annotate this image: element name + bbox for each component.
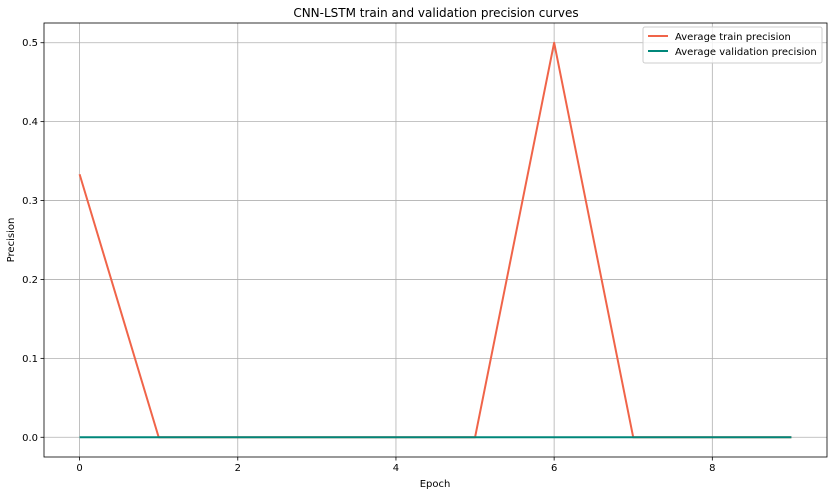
y-tick-label: 0.4 [22, 117, 38, 128]
x-tick-label: 6 [551, 463, 557, 474]
series-lines [78, 41, 792, 439]
y-tick-label: 0.0 [22, 433, 38, 444]
legend-label-train: Average train precision [675, 32, 791, 43]
y-tick-label: 0.3 [22, 196, 38, 207]
x-tick-label: 4 [393, 463, 399, 474]
x-tick-label: 2 [235, 463, 241, 474]
y-axis-label: Precision [6, 218, 17, 263]
legend-box [642, 26, 823, 64]
y-tick-label: 0.5 [22, 38, 38, 49]
plot-frame [43, 22, 828, 458]
legend-label-validation: Average validation precision [675, 47, 817, 58]
train-precision-line [78, 41, 792, 439]
y-tick-label: 0.1 [22, 354, 38, 365]
x-tick-label: 0 [76, 463, 82, 474]
grid [44, 23, 827, 457]
x-axis-label: Epoch [420, 479, 451, 490]
x-tick-label: 8 [709, 463, 715, 474]
legend: Average train precision Average validati… [642, 26, 823, 64]
axis-ticks: 0 2 4 6 8 0.0 0.1 0.2 0.3 0.4 0.5 [22, 38, 715, 474]
y-tick-label: 0.2 [22, 275, 38, 286]
chart-title: CNN-LSTM train and validation precision … [293, 6, 578, 20]
